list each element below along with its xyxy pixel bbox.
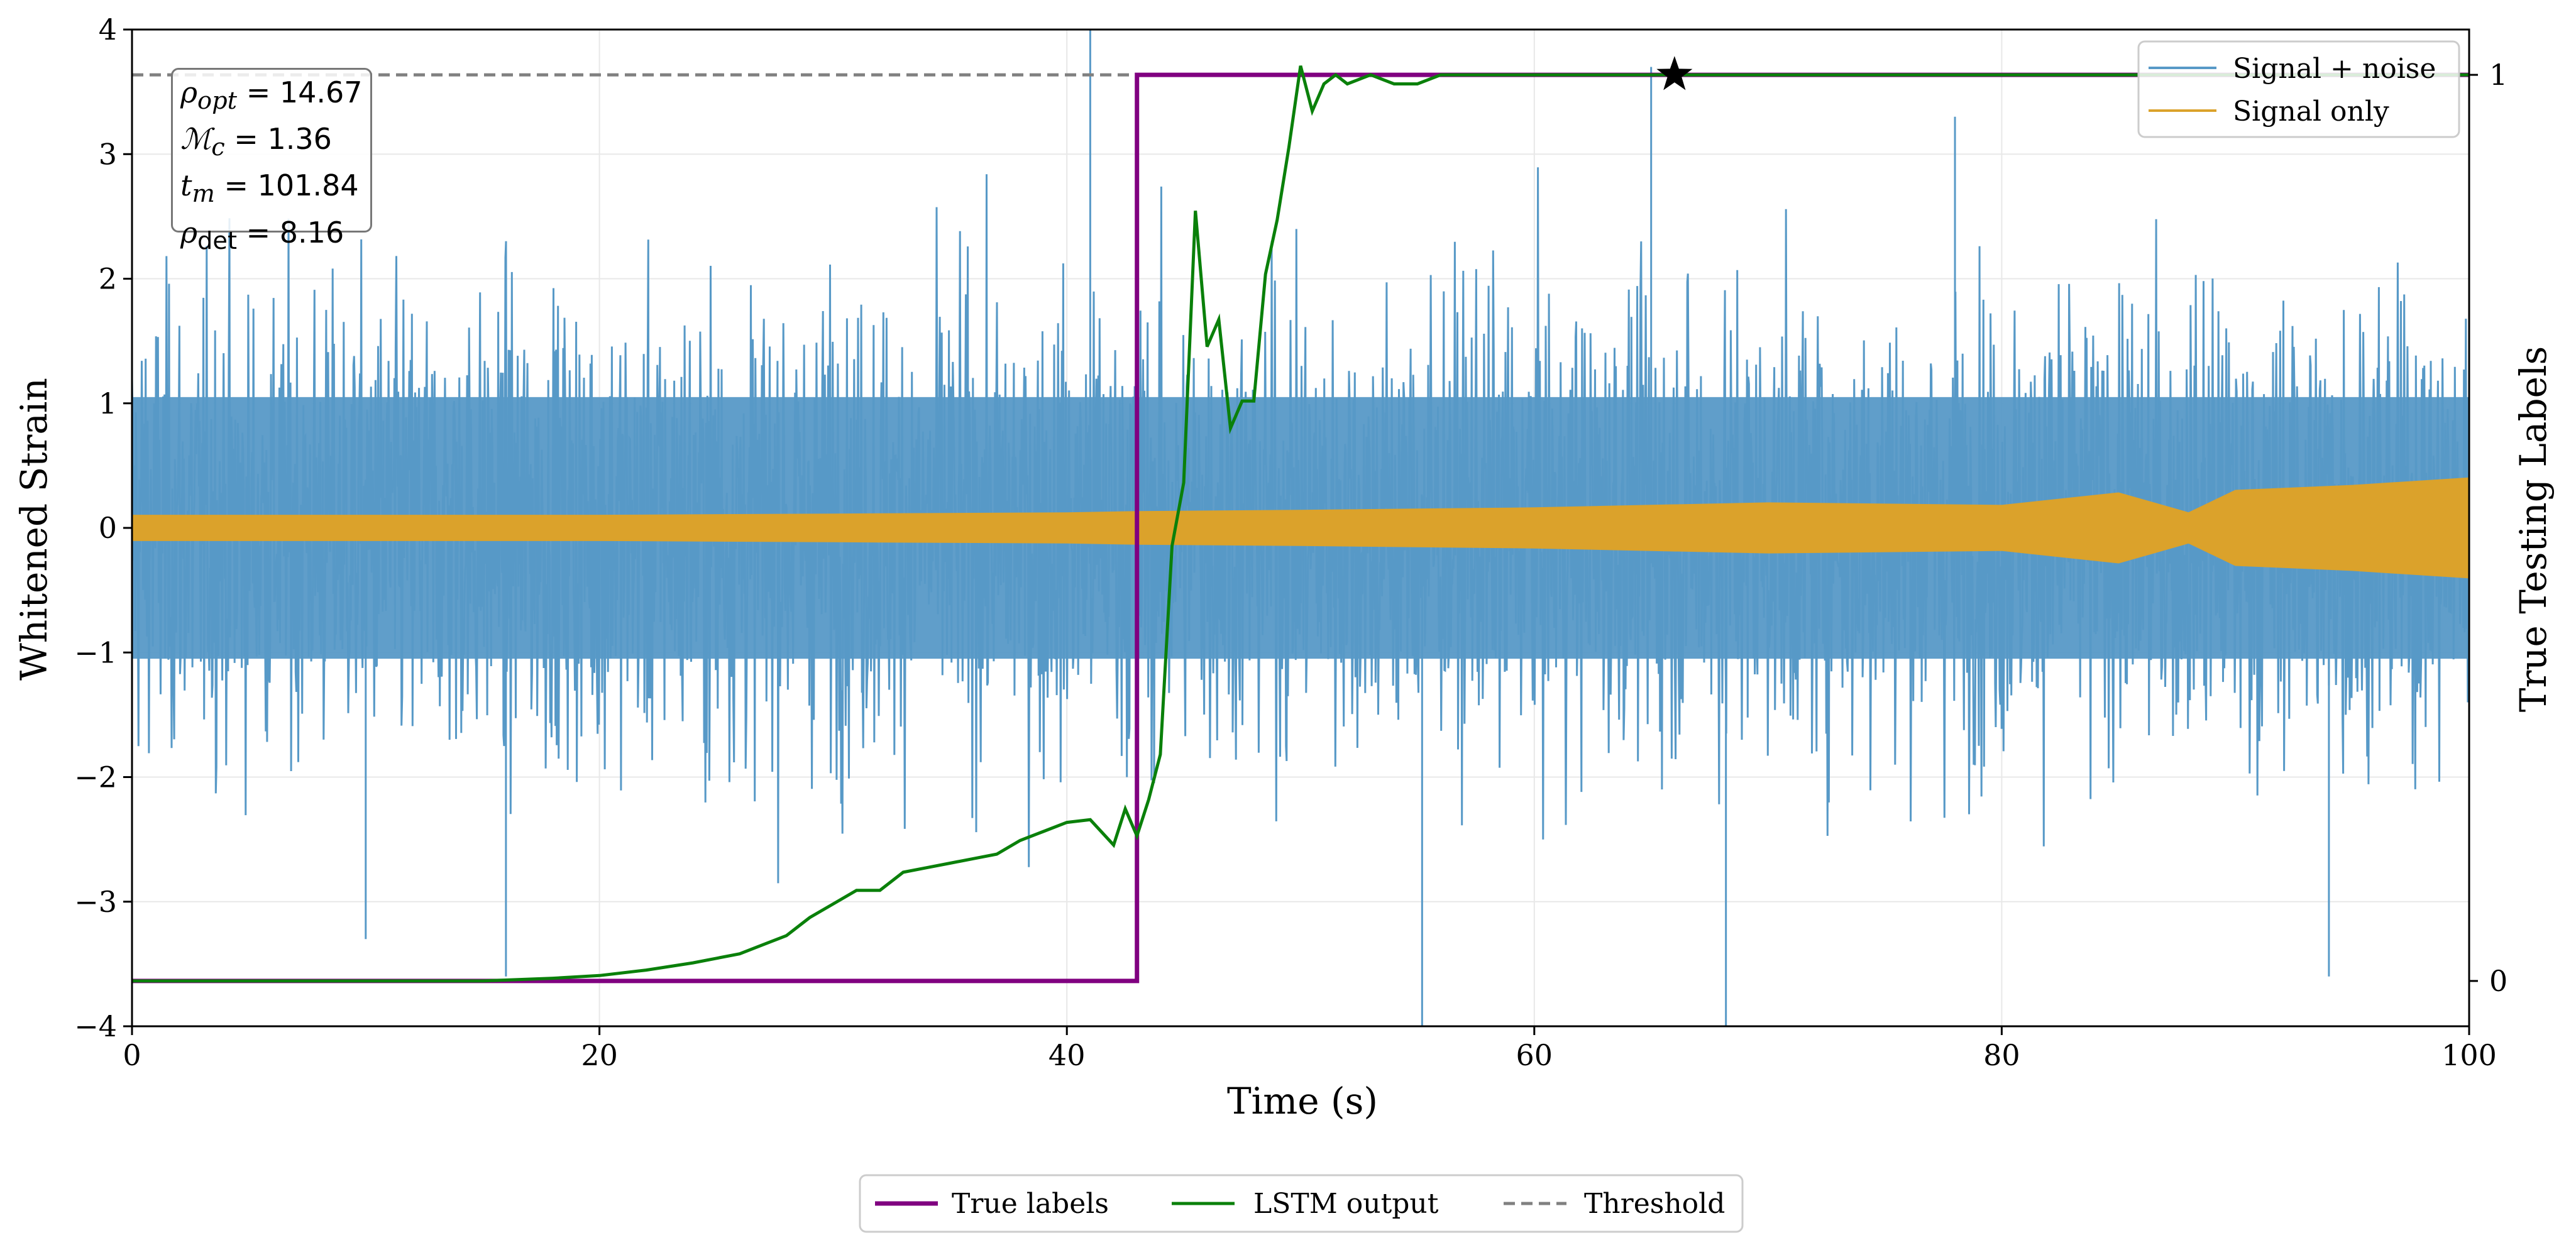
stats-annotation-box: ρopt = 14.67 ℳc = 1.36 tm = 101.84 ρdet … — [171, 68, 372, 255]
x-tick-label-3: 60 — [1516, 1038, 1553, 1072]
chirp-mass-row: ℳc = 1.36 — [180, 122, 332, 162]
y-tick-label-3: −1 — [74, 635, 117, 669]
y2-tick-label-0: 0 — [2489, 964, 2507, 998]
y-tick-label-2: −2 — [74, 760, 117, 794]
y-tick-label-6: 2 — [99, 262, 117, 296]
lstm-output-line — [132, 65, 2469, 983]
x-tick-label-4: 80 — [1983, 1038, 2020, 1072]
x-axis-label: Time (s) — [1227, 1080, 1378, 1122]
legend-lower: True labels LSTM output Threshold — [859, 1174, 1744, 1233]
rho-det-row: ρdet = 8.16 — [180, 215, 344, 255]
x-tick-label-5: 100 — [2441, 1038, 2497, 1072]
detection-star-marker — [1656, 56, 1693, 90]
y-tick-label-4: 0 — [99, 511, 117, 545]
y-tick-label-0: −4 — [74, 1009, 117, 1043]
legend-label-signal-only: Signal only — [2233, 96, 2389, 128]
y-tick-label-5: 1 — [99, 387, 117, 420]
legend-upper: Signal + noise Signal only — [2137, 40, 2460, 138]
y2-axis-label: True Testing Labels — [2512, 346, 2555, 712]
legend-label-lstm-output: LSTM output — [1253, 1188, 1439, 1220]
y2-tick-label-1: 1 — [2489, 58, 2507, 92]
y-tick-label-7: 3 — [99, 137, 117, 171]
y-axis-label: Whitened Strain — [13, 378, 55, 681]
x-tick-label-2: 40 — [1049, 1038, 1086, 1072]
x-tick-label-1: 20 — [581, 1038, 618, 1072]
legend-label-signal-noise: Signal + noise — [2233, 53, 2436, 85]
y-tick-label-1: −3 — [74, 885, 117, 919]
legend-label-true-labels: True labels — [952, 1188, 1109, 1220]
legend-label-threshold: Threshold — [1584, 1188, 1725, 1220]
merger-time-row: tm = 101.84 — [180, 168, 359, 209]
rho-opt-row: ρopt = 14.67 — [180, 75, 363, 116]
label-axis-series — [132, 56, 2469, 984]
y-tick-label-8: 4 — [99, 13, 117, 47]
x-tick-label-0: 0 — [123, 1038, 141, 1072]
